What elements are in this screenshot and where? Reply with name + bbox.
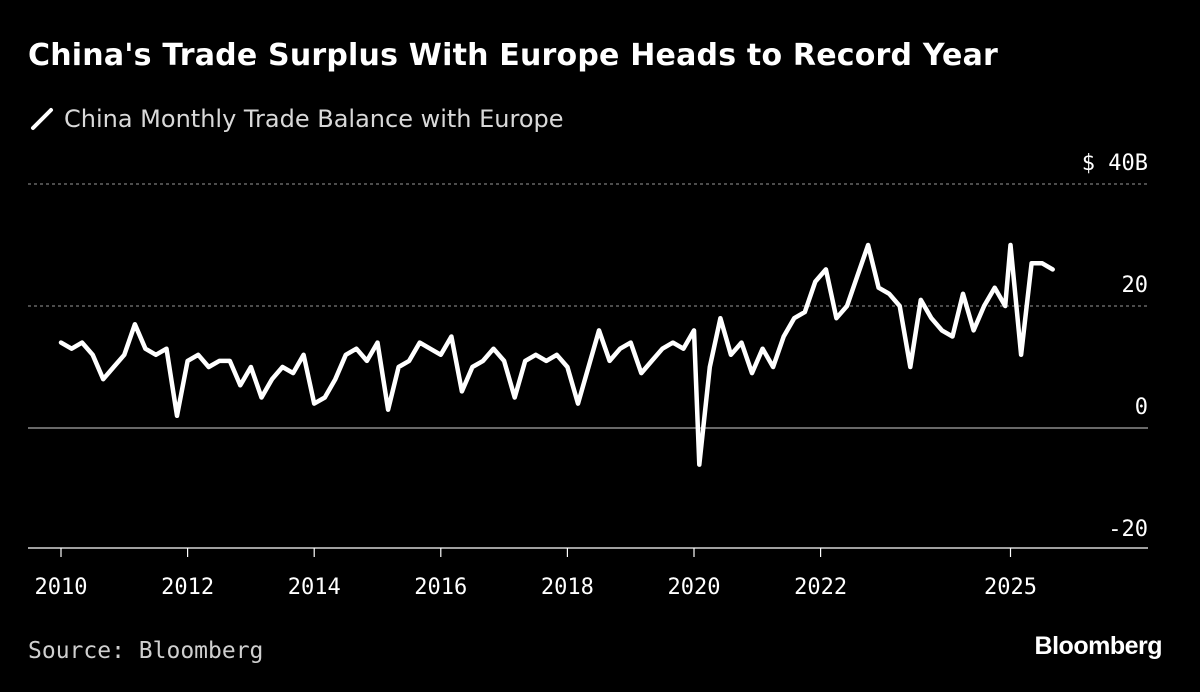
chart-title: China's Trade Surplus With Europe Heads …: [28, 38, 999, 73]
legend: China Monthly Trade Balance with Europe: [30, 105, 564, 133]
x-tick-label: 2010: [35, 575, 88, 600]
x-tick-label: 2012: [161, 575, 214, 600]
y-tick-label: 20: [1122, 273, 1149, 298]
series-line: [58, 242, 1055, 467]
x-tick-label: 2020: [668, 575, 721, 600]
legend-line-icon: [30, 106, 54, 132]
x-tick-label: 2025: [984, 575, 1037, 600]
source-note: Source: Bloomberg: [28, 638, 264, 664]
y-tick-label: 0: [1135, 395, 1148, 420]
x-tick-label: 2016: [414, 575, 467, 600]
x-tick-label: 2014: [288, 575, 341, 600]
x-tick-label: 2022: [794, 575, 847, 600]
y-tick-label: -20: [1108, 517, 1148, 542]
y-tick-label: $ 40B: [1082, 151, 1148, 176]
bloomberg-logo: Bloomberg: [1034, 632, 1163, 660]
legend-label: China Monthly Trade Balance with Europe: [64, 105, 564, 133]
x-tick-label: 2018: [541, 575, 594, 600]
